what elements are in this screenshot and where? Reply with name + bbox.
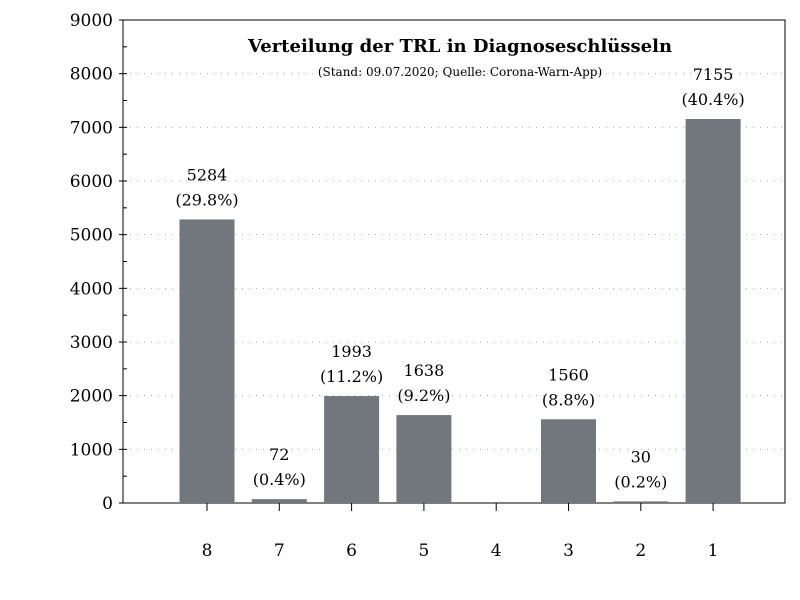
- x-tick-label: 7: [274, 541, 285, 561]
- y-tick-label: 4000: [70, 279, 113, 299]
- data-labels: 5284 (29.8%) 72 (0.4%) 1993 (11.2%) 1638 (9.2%)…: [175, 65, 744, 491]
- value-label: 30: [631, 447, 651, 466]
- y-tick-label: 3000: [70, 333, 113, 353]
- x-tick-label: 6: [346, 541, 357, 561]
- y-tick-label: 1000: [70, 440, 113, 460]
- x-tick-label: 3: [563, 541, 574, 561]
- percent-label: (29.8%): [175, 190, 238, 209]
- value-label: 1638: [404, 361, 445, 380]
- y-tick-label: 8000: [70, 65, 113, 85]
- bar: [179, 219, 235, 503]
- y-tick-label: 9000: [70, 11, 113, 31]
- chart-subtitle: (Stand: 09.07.2020; Quelle: Corona-Warn-…: [318, 65, 602, 79]
- percent-label: (8.8%): [542, 390, 595, 409]
- bar: [613, 501, 669, 503]
- percent-label: (40.4%): [681, 90, 744, 109]
- y-tick-label: 5000: [70, 226, 113, 246]
- bars-layer: [179, 119, 741, 503]
- x-axis: 8 7 6 5 4 3 2 1: [202, 503, 719, 561]
- chart-title: Verteilung der TRL in Diagnoseschlüsseln: [247, 36, 672, 57]
- percent-label: (0.2%): [614, 472, 667, 491]
- percent-label: (9.2%): [397, 386, 450, 405]
- x-tick-label: 1: [708, 541, 719, 561]
- percent-label: (0.4%): [253, 470, 306, 489]
- x-tick-label: 5: [418, 541, 429, 561]
- y-tick-label: 2000: [70, 387, 113, 407]
- bar: [324, 396, 380, 503]
- y-tick-label: 7000: [70, 118, 113, 138]
- value-label: 1993: [331, 342, 372, 361]
- value-label: 7155: [693, 65, 734, 84]
- bar: [541, 419, 596, 503]
- bar: [685, 119, 741, 503]
- bar: [396, 415, 452, 503]
- bar: [251, 499, 307, 503]
- value-label: 72: [269, 445, 289, 464]
- x-tick-label: 4: [491, 541, 502, 561]
- y-tick-label: 6000: [70, 172, 113, 192]
- value-label: 5284: [187, 165, 228, 184]
- y-axis: 0 1000 2000 3000 4000 5000 6000 7000 8000 9000: [70, 11, 127, 514]
- x-tick-label: 8: [202, 541, 213, 561]
- percent-label: (11.2%): [320, 367, 383, 386]
- value-label: 1560: [548, 365, 589, 384]
- x-tick-label: 2: [635, 541, 646, 561]
- y-tick-label: 0: [102, 494, 113, 514]
